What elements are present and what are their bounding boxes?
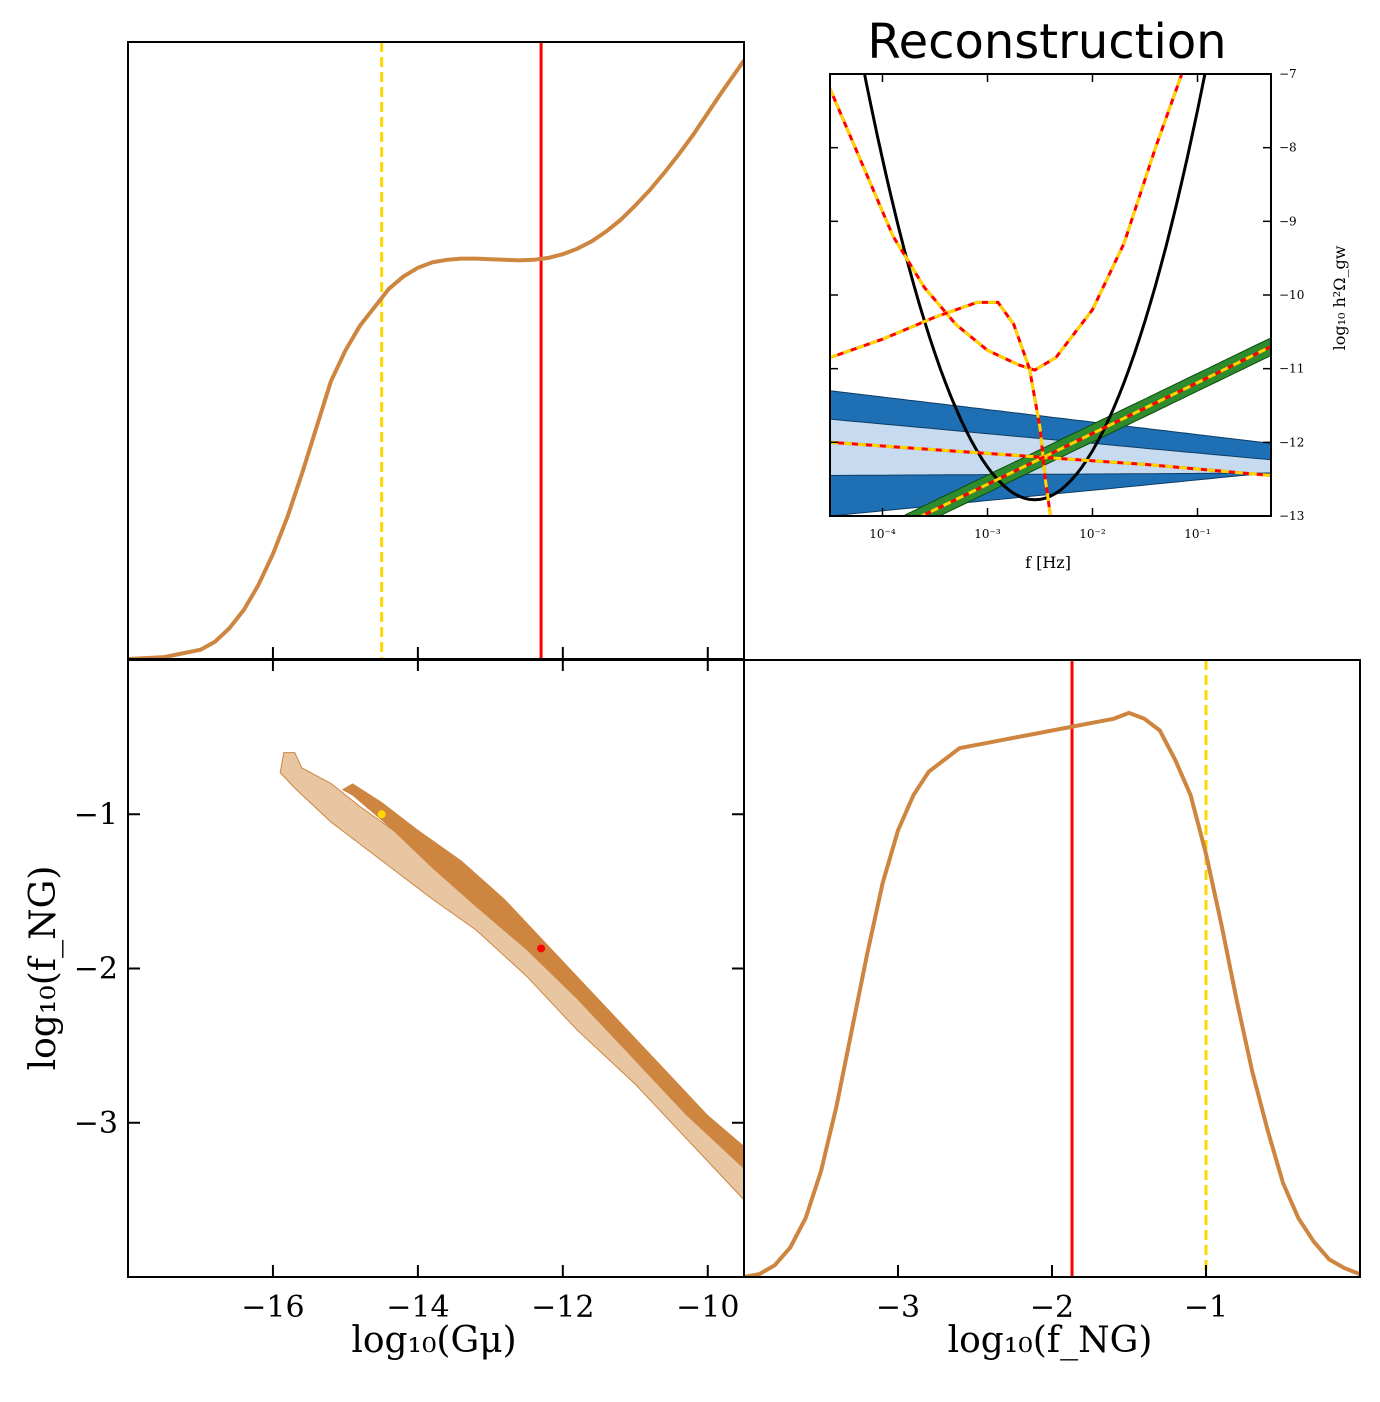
inset-title: Reconstruction — [867, 14, 1226, 70]
signal-curves — [830, 74, 1271, 516]
y-tick-label: −2 — [74, 952, 118, 987]
x-axis-label-gmu: log₁₀(Gμ) — [351, 1320, 516, 1361]
inset-y-tick-label: −13 — [1279, 509, 1304, 523]
y-tick-label: −1 — [74, 797, 118, 832]
injected-curve-U-shape — [830, 74, 1184, 372]
inset-x-tick-label: 10⁻¹ — [1184, 527, 1210, 541]
injected-point — [377, 810, 386, 819]
inset-ticks: 10⁻⁴ 10⁻³ 10⁻² 10⁻¹ −13 −12 −11 −10 −9 −8 −7 — [830, 67, 1304, 541]
y-axis-label-fng: log₁₀(f_NG) — [23, 866, 64, 1071]
fng-marginal-panel: −3 −2 −1 log₁₀(f_NG) — [743, 659, 1361, 1361]
joint-posterior-frame — [127, 659, 745, 1278]
y-tick-label: −3 — [74, 1106, 118, 1141]
inset-y-tick-label: −12 — [1279, 435, 1304, 449]
joint-ticks: −16 −14 −12 −10 −1 −2 −3 — [74, 647, 744, 1325]
inset-y-label: log₁₀ h²Ω_gw — [1330, 245, 1349, 350]
fng-posterior-curve — [744, 710, 1360, 1277]
gmu-posterior-curve — [128, 59, 744, 659]
injected-curve-bump — [830, 300, 1052, 516]
x-tick-label: −10 — [676, 1290, 739, 1325]
inset-x-tick-label: 10⁻⁴ — [869, 527, 896, 541]
inset-x-tick-label: 10⁻³ — [974, 527, 1001, 541]
x-tick-label: −14 — [386, 1290, 449, 1325]
fng-ticks: −3 −2 −1 — [876, 1265, 1228, 1325]
inset-y-tick-label: −9 — [1279, 214, 1297, 228]
green-band — [901, 337, 1271, 516]
outer-credible-contour — [279, 752, 744, 1201]
reconstruction-inset: Reconstruction 10⁻⁴ 10⁻³ 10⁻² 10⁻¹ −13 −12 −11… — [829, 14, 1349, 572]
inset-y-tick-label: −7 — [1279, 67, 1297, 81]
injected-curve-rising — [918, 345, 1271, 516]
x-tick-label: −3 — [876, 1290, 920, 1325]
signal-curve-U-shape — [830, 74, 1184, 372]
x-tick-label: −12 — [531, 1290, 594, 1325]
x-tick-label: −2 — [1030, 1290, 1074, 1325]
joint-posterior-panel: −16 −14 −12 −10 −1 −2 −3 log₁₀(Gμ) log₁₀(f_NG) — [23, 647, 745, 1361]
x-tick-label: −1 — [1184, 1290, 1228, 1325]
inset-y-tick-label: −11 — [1279, 362, 1304, 376]
x-axis-label-fng: log₁₀(f_NG) — [948, 1320, 1153, 1361]
inner-credible-contour — [341, 783, 744, 1169]
gmu-marginal-frame — [127, 41, 745, 660]
fng-marginal-frame — [743, 659, 1361, 1278]
truth-point — [537, 944, 546, 953]
x-tick-label: −16 — [241, 1290, 304, 1325]
gmu-marginal-panel — [127, 41, 745, 660]
inset-x-tick-label: 10⁻² — [1079, 527, 1106, 541]
inset-y-tick-label: −8 — [1279, 141, 1297, 155]
inset-x-label: f [Hz] — [1025, 553, 1071, 572]
sensitivity-curve — [863, 74, 1207, 502]
inset-y-tick-label: −10 — [1279, 288, 1304, 302]
injected-curve-falling — [830, 440, 1271, 477]
